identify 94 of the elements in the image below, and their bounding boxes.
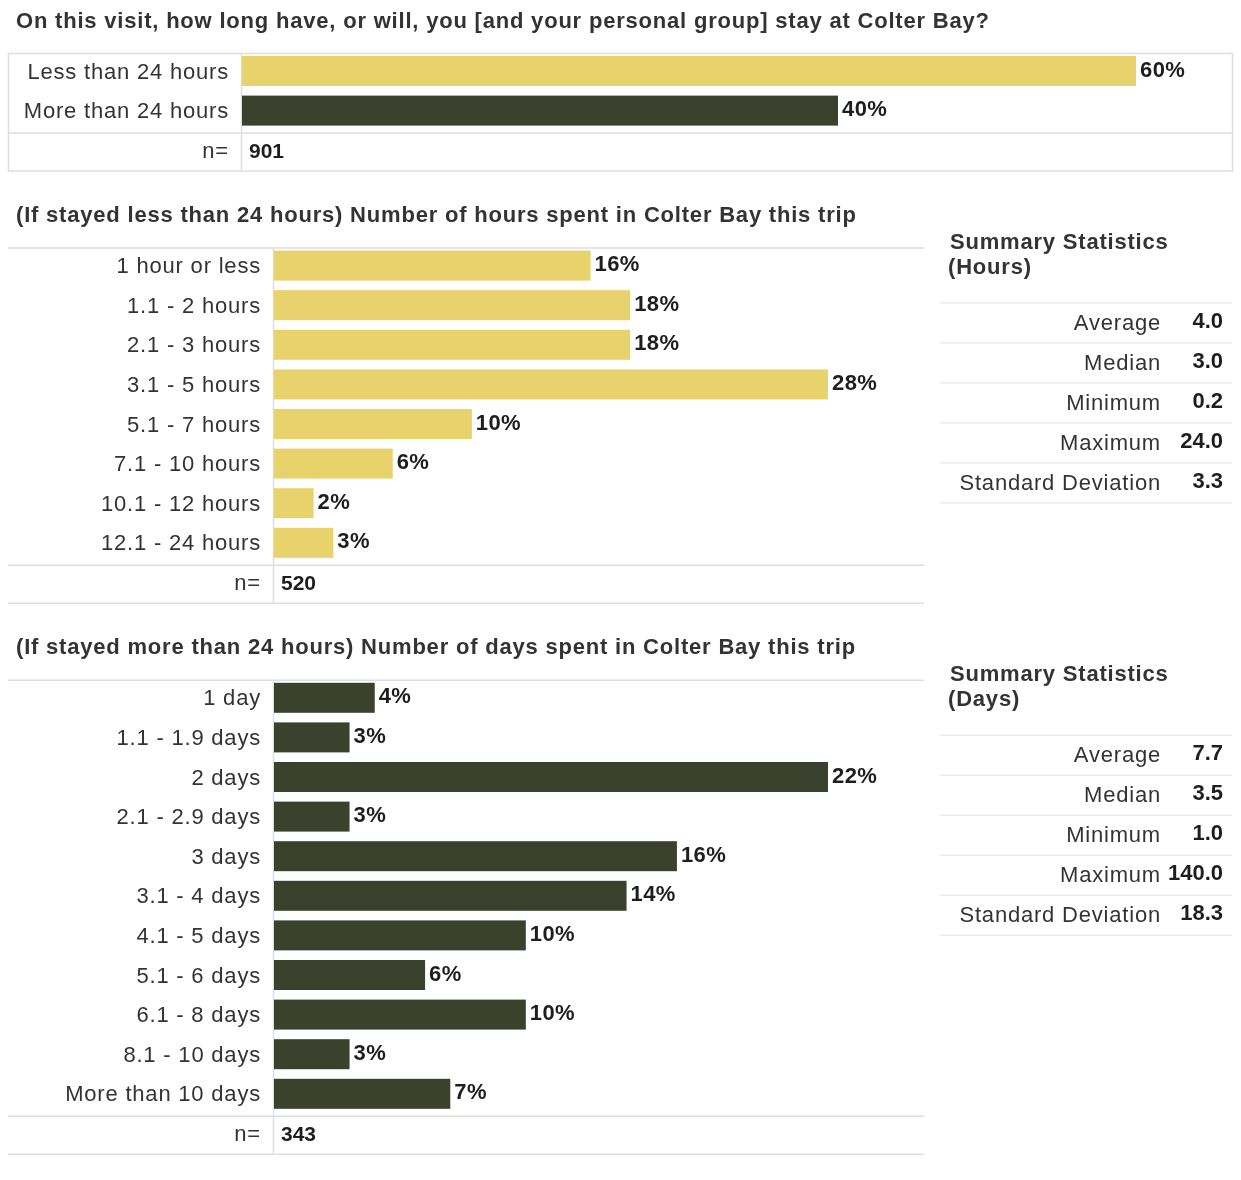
bar [274, 762, 828, 792]
text: (Days) [948, 686, 1021, 712]
bar [274, 488, 314, 519]
text: 3.3 [1192, 468, 1223, 494]
data-label: 16% [594, 251, 640, 277]
text: 0.2 [1192, 388, 1223, 414]
text: 24.0 [1180, 428, 1223, 454]
text: 343 [281, 1122, 317, 1146]
y-tick-label: 8.1 - 10 days [123, 1041, 261, 1067]
data-label: 28% [832, 369, 878, 395]
bar [274, 369, 828, 400]
category-label: Maximum [1060, 862, 1161, 888]
y-tick-label: 12.1 - 24 hours [101, 530, 261, 556]
bar [274, 409, 472, 439]
data-label: 18% [634, 330, 680, 356]
category-label: Average [1073, 742, 1161, 768]
text: Summary Statistics [950, 661, 1169, 687]
data-label: 3% [353, 722, 387, 748]
bar [274, 960, 426, 990]
data-label: 22% [832, 762, 878, 788]
category-label: Standard Deviation [959, 470, 1161, 496]
data-label: 6% [396, 449, 430, 475]
bar [274, 880, 627, 911]
y-tick-label: 2.1 - 2.9 days [116, 804, 261, 830]
data-label: 4% [378, 683, 412, 709]
text: 140.0 [1167, 860, 1223, 886]
data-label: 18% [634, 290, 680, 316]
y-tick-label: 3.1 - 4 days [136, 883, 261, 909]
text: n= [202, 138, 229, 164]
data-label: 3% [353, 802, 387, 828]
text: Summary Statistics [950, 229, 1169, 255]
data-label: 16% [680, 841, 727, 867]
bar [274, 329, 631, 360]
data-label: 6% [429, 960, 462, 986]
text: 1.0 [1192, 820, 1223, 846]
bar [274, 999, 526, 1030]
y-tick-label: 6.1 - 8 days [136, 1002, 261, 1028]
y-tick-label: 2 days [191, 764, 261, 790]
data-label: 60% [1140, 56, 1186, 82]
y-tick-label: 5.1 - 7 hours [127, 411, 261, 437]
y-tick-label: 5.1 - 6 days [136, 962, 261, 988]
text: (Hours) [948, 254, 1032, 280]
y-tick-label: 4.1 - 5 days [136, 922, 261, 948]
data-label: 3% [337, 528, 370, 554]
data-label: 2% [317, 488, 351, 514]
bar [274, 250, 591, 281]
y-tick-label: 3.1 - 5 hours [127, 371, 261, 397]
bar [274, 1039, 350, 1070]
chart-title: On this visit, how long have, or will, you [and your personal group] stay at Colter Bay? [16, 7, 990, 33]
data-label: 10% [529, 920, 576, 946]
category-label: Average [1073, 310, 1161, 336]
bar [274, 290, 631, 321]
y-tick-label: 10.1 - 12 hours [101, 490, 261, 516]
bar [274, 682, 375, 713]
data-label: 10% [475, 409, 522, 435]
text: 7.7 [1192, 740, 1223, 766]
text: 901 [249, 139, 285, 163]
chart-title: (If stayed more than 24 hours) Number of days spent in Colter Bay this trip [16, 634, 856, 660]
category-label: Maximum [1060, 430, 1161, 456]
y-tick-label: 3 days [191, 843, 261, 869]
data-label: 7% [454, 1079, 487, 1105]
bar [274, 1078, 451, 1109]
text: 520 [281, 571, 317, 595]
y-tick-label: 2.1 - 3 hours [127, 332, 261, 358]
y-tick-label: More than 10 days [65, 1081, 261, 1107]
bar [274, 527, 334, 558]
text: 18.3 [1180, 900, 1223, 926]
category-label: Standard Deviation [959, 902, 1161, 928]
chart-title: (If stayed less than 24 hours) Number of hours spent in Colter Bay this trip [16, 202, 857, 228]
bar [274, 448, 393, 479]
category-label: Median [1084, 782, 1161, 808]
y-tick-label: 7.1 - 10 hours [114, 451, 261, 477]
bar [274, 841, 677, 872]
category-label: Minimum [1066, 822, 1161, 848]
y-tick-label: More than 24 hours [23, 98, 229, 124]
category-label: Median [1084, 350, 1161, 376]
bar [274, 722, 350, 753]
data-label: 3% [353, 1039, 387, 1065]
bar [274, 801, 350, 832]
bar [274, 920, 526, 951]
y-tick-label: Less than 24 hours [27, 58, 229, 84]
y-tick-label: 1 hour or less [116, 253, 261, 279]
text: 3.0 [1192, 348, 1223, 374]
y-tick-label: 1.1 - 1.9 days [116, 724, 261, 750]
text: n= [234, 570, 261, 596]
data-label: 14% [630, 881, 676, 907]
text: 4.0 [1192, 308, 1223, 334]
text: 3.5 [1192, 780, 1223, 806]
y-tick-label: 1.1 - 2 hours [127, 292, 261, 318]
category-label: Minimum [1066, 390, 1161, 416]
data-label: 40% [842, 96, 888, 122]
y-tick-label: 1 day [203, 685, 261, 711]
text: n= [234, 1121, 261, 1147]
data-label: 10% [529, 1000, 576, 1026]
